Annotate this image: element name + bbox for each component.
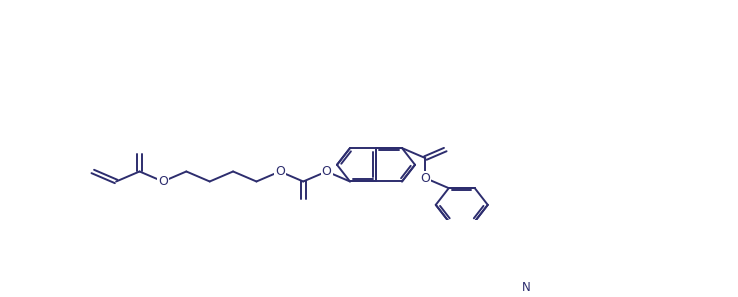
- Text: O: O: [322, 165, 331, 178]
- Text: O: O: [158, 175, 168, 188]
- Text: O: O: [275, 165, 285, 178]
- Text: O: O: [421, 172, 430, 185]
- Text: N: N: [522, 282, 531, 294]
